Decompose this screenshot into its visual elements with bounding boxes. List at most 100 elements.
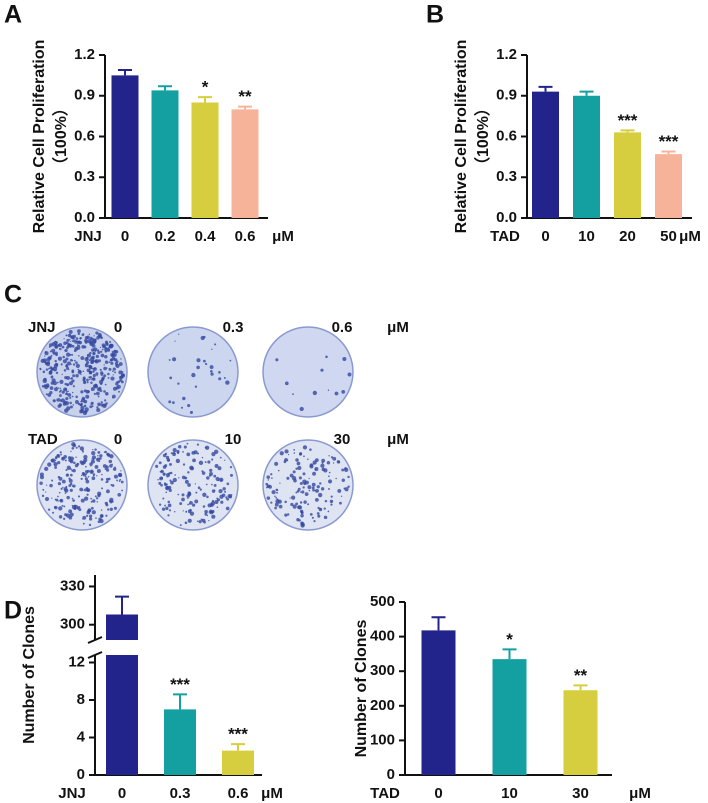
colony <box>69 473 73 477</box>
colony <box>100 336 103 340</box>
colony <box>116 479 119 482</box>
colony <box>83 380 86 383</box>
colony <box>92 499 96 503</box>
panel-letter: A <box>4 1 22 29</box>
colony <box>341 390 346 394</box>
colony <box>284 513 288 517</box>
colony <box>327 479 333 484</box>
colony <box>217 479 220 482</box>
colony <box>70 363 72 366</box>
colony <box>90 506 94 510</box>
colony <box>177 493 180 496</box>
colony <box>113 506 118 510</box>
colony <box>54 387 59 392</box>
colony <box>51 342 56 347</box>
colony <box>61 457 64 460</box>
colony <box>101 473 103 476</box>
colony <box>63 389 65 391</box>
colony <box>45 368 49 371</box>
colony <box>206 476 210 480</box>
bar <box>151 90 179 218</box>
error-bar <box>231 743 245 751</box>
colony <box>90 465 92 467</box>
colony <box>100 373 104 376</box>
colony <box>270 473 273 476</box>
dish-image <box>36 326 128 418</box>
colony <box>226 497 230 501</box>
colony <box>91 455 96 460</box>
colony <box>41 494 45 498</box>
colony <box>312 471 316 476</box>
colony <box>112 374 114 376</box>
colony <box>80 356 85 360</box>
colony <box>83 404 87 408</box>
colony <box>204 446 207 449</box>
colony <box>210 369 213 373</box>
colony <box>187 403 191 408</box>
colony <box>77 329 81 333</box>
dish-image <box>147 439 239 531</box>
colony <box>265 486 268 489</box>
colony <box>167 500 171 504</box>
colony <box>44 497 50 502</box>
colony <box>72 468 76 473</box>
colony <box>52 399 56 403</box>
colony <box>95 354 100 359</box>
colony <box>79 337 82 340</box>
colony <box>82 522 85 525</box>
colony <box>120 480 124 484</box>
dish <box>262 326 354 418</box>
colony <box>54 346 57 349</box>
colony <box>79 409 84 414</box>
colony <box>62 517 66 520</box>
colony <box>337 461 341 464</box>
colony <box>195 491 198 494</box>
dish <box>262 439 354 531</box>
colony <box>104 501 108 505</box>
colony <box>47 385 50 388</box>
colony <box>82 410 87 416</box>
colony <box>72 363 76 366</box>
colony <box>342 356 347 361</box>
colony <box>108 344 114 349</box>
colony <box>51 378 56 383</box>
colony <box>289 497 291 499</box>
colony <box>49 350 52 353</box>
colony <box>90 367 93 370</box>
colony <box>178 333 180 335</box>
colony <box>92 449 94 451</box>
y-tick-label: 330 <box>60 577 85 594</box>
colony <box>165 506 169 511</box>
colony <box>72 404 75 406</box>
colony <box>217 466 222 471</box>
x-tick-label: 0 <box>541 228 549 245</box>
colony <box>317 492 323 498</box>
colony <box>159 476 163 481</box>
colony <box>299 491 302 493</box>
colony <box>50 375 54 379</box>
x-unit-label: μM <box>679 228 701 245</box>
colony <box>69 405 73 409</box>
y-tick-label: 400 <box>370 628 395 645</box>
bar <box>231 109 259 218</box>
colony <box>111 484 115 487</box>
colony <box>64 388 68 391</box>
colony <box>68 330 73 334</box>
colony <box>99 454 103 458</box>
colony <box>274 502 279 507</box>
colony <box>279 482 281 484</box>
colony <box>54 498 57 501</box>
colony <box>166 476 168 478</box>
colony <box>86 510 91 515</box>
colony <box>117 380 121 384</box>
colony <box>275 499 280 504</box>
colony <box>271 477 273 479</box>
colony <box>312 460 317 465</box>
colony <box>64 348 68 353</box>
colony <box>49 369 53 373</box>
colony <box>42 378 47 384</box>
colony <box>161 507 166 511</box>
colony <box>100 401 103 404</box>
colony <box>69 401 72 405</box>
colony <box>67 344 70 347</box>
